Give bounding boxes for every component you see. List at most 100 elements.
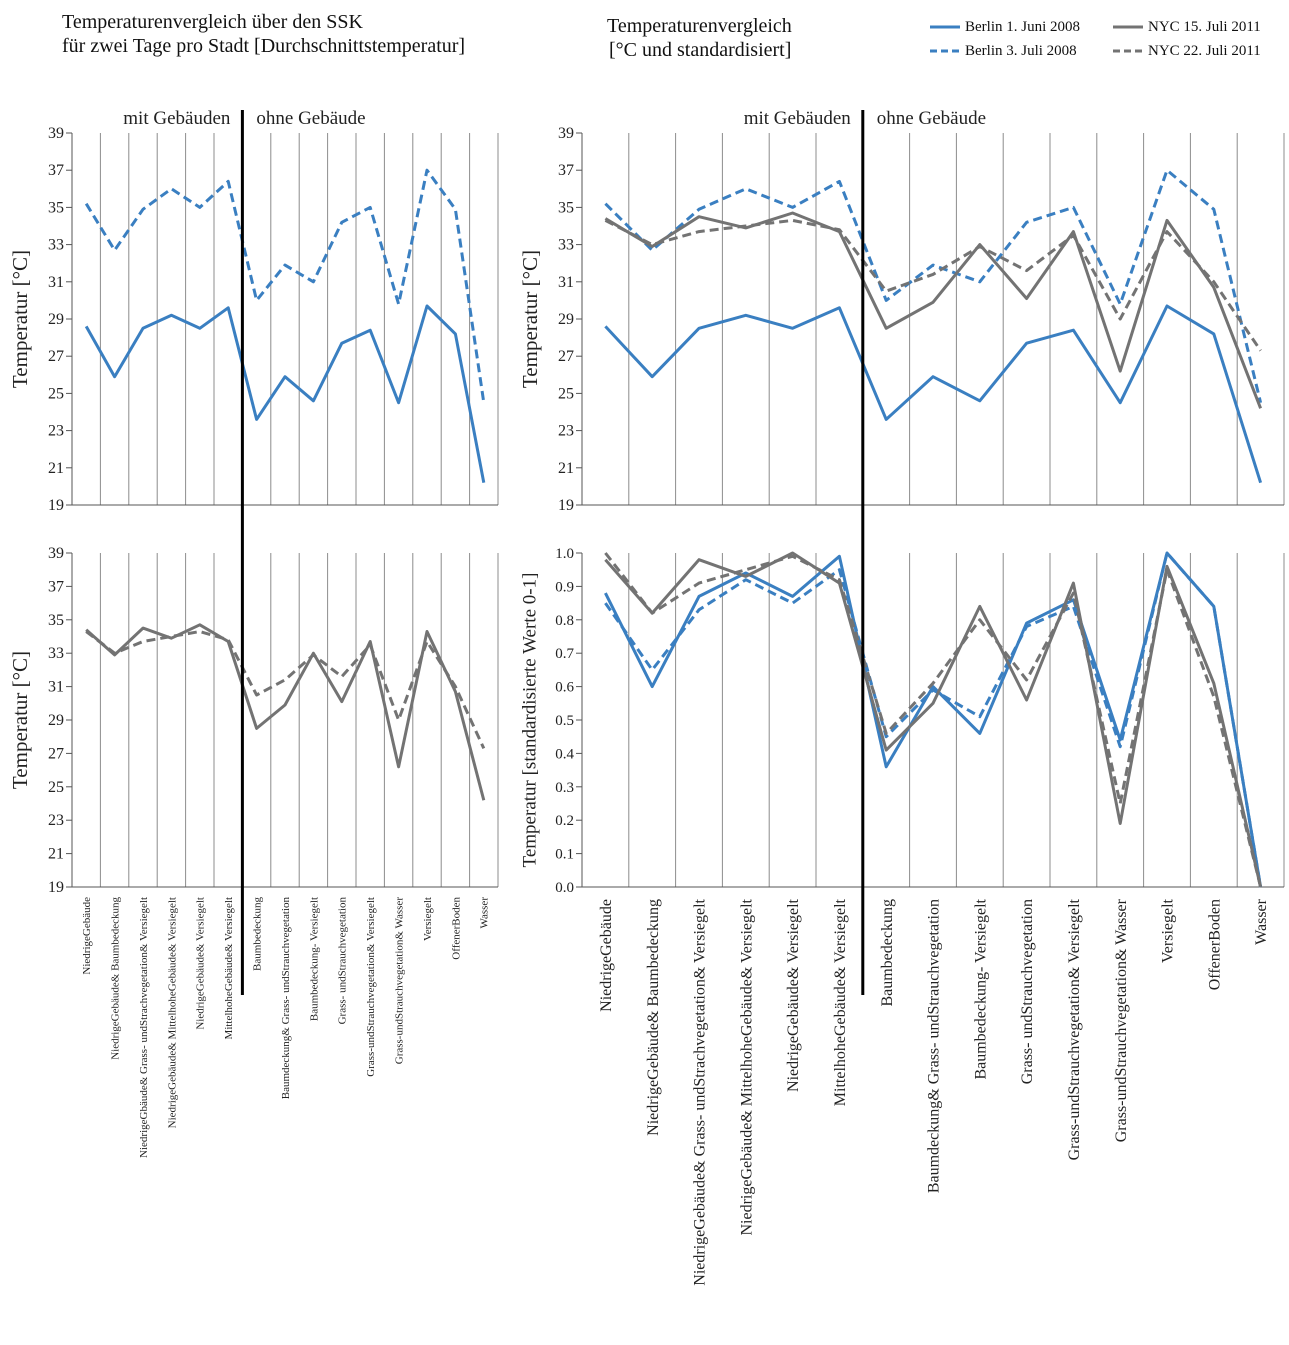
y-tick-label: 0.0 xyxy=(555,880,574,896)
category-label: NiedrigeGebäude& Versiegelt xyxy=(195,897,207,1030)
header-left: Temperaturenvergleich über den SSK für z… xyxy=(62,10,465,58)
y-tick-label: 21 xyxy=(558,460,574,477)
y-axis-label: Temperatur [°C] xyxy=(8,250,32,388)
legend-item-berlin-1-juni: Berlin 1. Juni 2008 xyxy=(930,18,1080,36)
y-tick-label: 33 xyxy=(48,237,64,254)
section-label-mit-gebaeuden: mit Gebäuden xyxy=(123,108,231,129)
y-tick-label: 39 xyxy=(48,545,64,562)
category-label: NiedrigeGebäude& MittelhoheGebäude& Vers… xyxy=(166,897,178,1128)
y-tick-label: 0.7 xyxy=(555,646,574,662)
y-tick-label: 0.4 xyxy=(555,746,574,762)
legend-item-berlin-3-juli: Berlin 3. Juli 2008 xyxy=(930,42,1077,60)
category-label: OffenerBoden xyxy=(1206,899,1223,990)
category-label: NiedrigeGebäude& Baumbedeckung xyxy=(109,897,121,1060)
category-label: Baumbedeckung- Versiegelt xyxy=(308,897,320,1021)
category-label: MittelhoheGebäude& Versiegelt xyxy=(832,898,849,1106)
y-tick-label: 0.1 xyxy=(555,847,574,863)
y-tick-label: 29 xyxy=(48,311,64,328)
y-tick-label: 25 xyxy=(48,385,64,402)
category-label: NiedrigeGebäude xyxy=(598,899,615,1012)
category-label: MittelhoheGebäude& Versiegelt xyxy=(223,897,235,1039)
legend-label: NYC 15. Juli 2011 xyxy=(1148,19,1261,35)
header-right: Temperaturenvergleich [°C und standardis… xyxy=(607,14,792,62)
series-line-berlin-1-juni-2008 xyxy=(604,304,1263,484)
y-tick-label: 0.3 xyxy=(555,780,574,796)
y-tick-label: 23 xyxy=(558,423,574,440)
y-tick-label: 19 xyxy=(48,497,64,514)
chart-bottom-right: 0.0 0.1 0.2 0.3 0.4 0.5 0.6 0.7 0.8 0.9 1.0 Tempera… xyxy=(520,546,1285,1286)
y-tick-label: 29 xyxy=(48,712,64,729)
y-tick-label: 19 xyxy=(48,879,64,896)
y-tick-label: 19 xyxy=(558,497,574,514)
y-tick-label: 0.5 xyxy=(555,713,574,729)
category-label: NiedrigeGbäude& Grass- undStrachvegetati… xyxy=(138,897,150,1158)
series-line-nyc-15-juli-2011 xyxy=(85,623,486,801)
y-tick-label: 31 xyxy=(48,679,64,696)
category-label: Baumdeckung& Grass- undStrauchvegetation xyxy=(280,897,292,1100)
category-label: Wasser xyxy=(479,897,491,929)
chart-top-right: 19 21 23 25 27 29 31 33 35 37 39 Temperatur [°C] mit… xyxy=(518,108,1285,514)
chart-bottom-left: 19 21 23 25 27 29 31 33 35 37 39 Temperatur [°C] Nie… xyxy=(8,545,499,1158)
y-tick-label: 29 xyxy=(558,311,574,328)
y-tick-label: 39 xyxy=(48,125,64,142)
series-line-nyc-22-juli-2011 xyxy=(604,552,1263,888)
legend-label: Berlin 3. Juli 2008 xyxy=(965,43,1077,59)
category-label: Versiegelt xyxy=(1160,898,1177,963)
category-label: Grass-undStrauchvegetation& Versiegelt xyxy=(365,897,377,1077)
section-label-ohne-gebaeude: ohne Gebäude xyxy=(877,108,986,129)
y-axis-label: Temperatur [standardisierte Werte 0-1] xyxy=(520,573,541,868)
chart-legend: Berlin 1. Juni 2008 Berlin 3. Juli 2008 … xyxy=(930,18,1285,62)
category-label: OffenerBoden xyxy=(450,897,462,960)
y-tick-label: 33 xyxy=(558,237,574,254)
y-tick-label: 27 xyxy=(48,348,64,365)
legend-line-dashed-blue-icon xyxy=(930,49,960,53)
category-label: Baumbedeckung- Versiegelt xyxy=(972,898,989,1079)
y-axis-label: Temperatur [°C] xyxy=(8,651,32,789)
category-label: NiedrigeGebäude& MittelhoheGebäude& Vers… xyxy=(738,898,755,1235)
category-label: Versiegelt xyxy=(422,897,434,941)
legend-label: Berlin 1. Juni 2008 xyxy=(965,19,1080,35)
header-right-line1: Temperaturenvergleich xyxy=(607,15,792,37)
series-line-berlin-3-juli-2008 xyxy=(604,551,1263,888)
y-tick-label: 25 xyxy=(48,779,64,796)
series-line-berlin-1-juni-2008 xyxy=(604,551,1263,888)
series-line-berlin-3-juli-2008 xyxy=(604,168,1263,404)
category-label: Baumbedeckung xyxy=(879,899,896,1007)
category-label: Grass- undStrauchvegetation xyxy=(1019,899,1036,1084)
y-tick-label: 0.6 xyxy=(555,680,574,696)
y-tick-label: 0.8 xyxy=(555,613,574,629)
y-tick-label: 31 xyxy=(558,274,574,291)
category-label: NiedrigeGebäude& Grass- undStrachvegetat… xyxy=(692,898,709,1285)
y-tick-label: 39 xyxy=(558,125,574,142)
section-label-mit-gebaeuden: mit Gebäuden xyxy=(744,108,852,129)
legend-line-solid-gray-icon xyxy=(1113,25,1143,29)
series-line-nyc-22-juli-2011 xyxy=(604,218,1262,352)
y-tick-label: 37 xyxy=(48,578,64,595)
y-tick-label: 0.2 xyxy=(555,813,574,829)
y-tick-label: 31 xyxy=(48,274,64,291)
legend-label: NYC 22. Juli 2011 xyxy=(1148,43,1261,59)
y-tick-label: 35 xyxy=(48,199,64,216)
series-line-nyc-15-juli-2011 xyxy=(604,551,1263,888)
y-tick-label: 25 xyxy=(558,385,574,402)
y-tick-label: 37 xyxy=(558,162,574,179)
y-tick-label: 35 xyxy=(48,612,64,629)
series-line-nyc-22-juli-2011 xyxy=(85,630,486,750)
header-left-line2: für zwei Tage pro Stadt [Durchschnittste… xyxy=(62,35,466,57)
y-tick-label: 27 xyxy=(48,745,64,762)
series-line-berlin-1-juni-2008 xyxy=(84,304,486,483)
chart-top-left: 19 21 23 25 27 29 31 33 35 37 39 Temperatur [°C] mit… xyxy=(8,108,499,514)
y-tick-label: 0.9 xyxy=(555,579,574,595)
category-label: Grass-undStrauchvegetation& Wasser xyxy=(1113,898,1130,1142)
legend-item-nyc-15-juli: NYC 15. Juli 2011 xyxy=(1113,18,1261,36)
y-axis-label: Temperatur [°C] xyxy=(518,250,542,388)
y-tick-label: 23 xyxy=(48,812,64,829)
series-line-nyc-15-juli-2011 xyxy=(604,211,1262,409)
y-tick-label: 35 xyxy=(558,199,574,216)
legend-item-nyc-22-juli: NYC 22. Juli 2011 xyxy=(1113,42,1261,60)
y-tick-label: 37 xyxy=(48,162,64,179)
y-tick-label: 21 xyxy=(48,846,64,863)
category-label: Baumbedeckung xyxy=(251,897,263,971)
header-left-line1: Temperaturenvergleich über den SSK xyxy=(62,11,363,33)
category-label: Grass-undStrauchvegetation& Versiegelt xyxy=(1066,898,1083,1160)
